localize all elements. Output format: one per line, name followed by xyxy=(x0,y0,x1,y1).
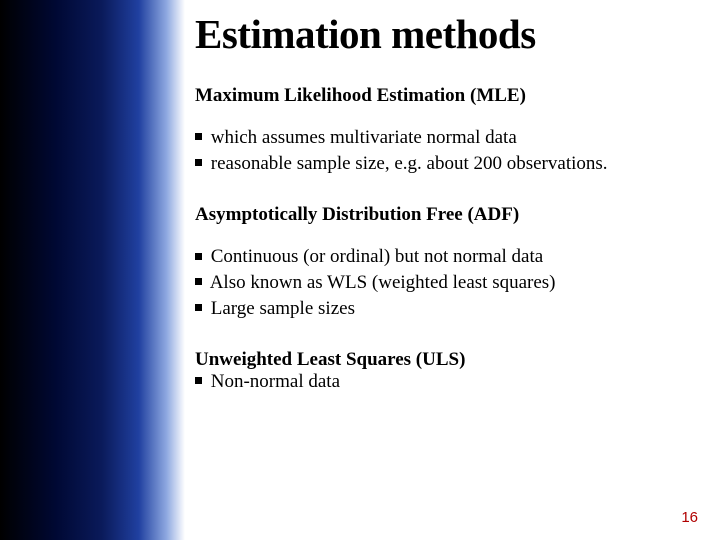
bullet-icon xyxy=(195,377,202,384)
bullet-icon xyxy=(195,253,202,260)
bullet-icon xyxy=(195,278,202,285)
bullet-icon xyxy=(195,304,202,311)
bullet-text: Continuous (or ordinal) but not normal d… xyxy=(211,246,543,267)
slide-title: Estimation methods xyxy=(195,12,700,57)
page-number: 16 xyxy=(681,509,698,526)
bullet-text: reasonable sample size, e.g. about 200 o… xyxy=(211,153,608,174)
heading-text: Unweighted Least Squares (ULS) xyxy=(195,349,465,370)
bullet-text: which assumes multivariate normal data xyxy=(211,127,517,148)
bullet-block: Continuous (or ordinal) but not normal d… xyxy=(195,244,700,321)
section-heading: Asymptotically Distribution Free (ADF) xyxy=(195,204,700,226)
gradient-sidebar xyxy=(0,0,185,540)
section-heading: Unweighted Least Squares (ULS) Non-norma… xyxy=(195,349,700,393)
bullet-icon xyxy=(195,159,202,166)
section-heading: Maximum Likelihood Estimation (MLE) xyxy=(195,85,700,107)
slide-content: Estimation methods Maximum Likelihood Es… xyxy=(195,0,700,540)
bullet-block: which assumes multivariate normal data r… xyxy=(195,125,700,176)
bullet-text: Large sample sizes xyxy=(211,298,355,319)
bullet-text: Also known as WLS (weighted least square… xyxy=(210,272,556,293)
bullet-icon xyxy=(195,133,202,140)
bullet-text: Non-normal data xyxy=(211,371,340,392)
